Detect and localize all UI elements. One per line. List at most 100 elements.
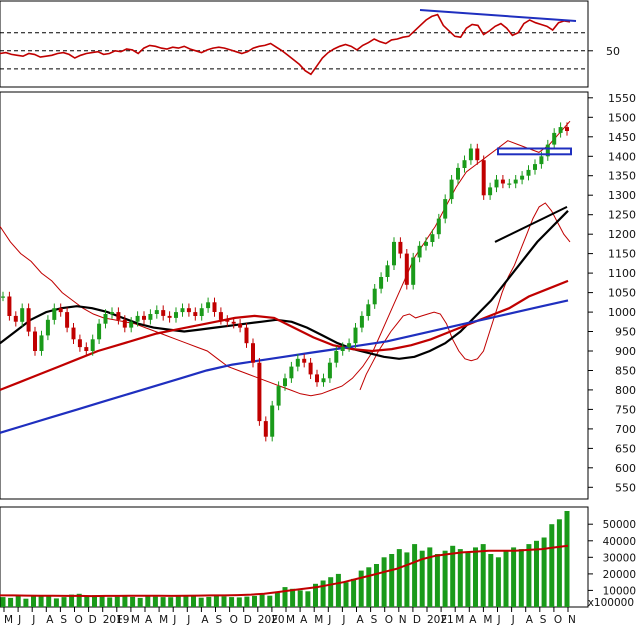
candle-body [244, 327, 249, 344]
candle-body [135, 315, 140, 322]
volume-bar [267, 595, 273, 607]
candle-body [161, 310, 166, 316]
candle-body [507, 183, 512, 185]
candle-body [520, 175, 525, 180]
candle-body [129, 321, 134, 328]
volume-bar [160, 597, 166, 607]
price-tick-label: 700 [615, 423, 636, 436]
x-tick-label: A [300, 614, 308, 626]
volume-bar [389, 554, 395, 607]
volume-bar [297, 590, 303, 607]
candle-body [430, 234, 435, 242]
candle-body [58, 308, 63, 313]
volume-bar [114, 596, 120, 607]
x-tick-label: S [371, 614, 378, 626]
volume-bar [320, 580, 326, 607]
breakout-rectangle [497, 147, 572, 156]
candle-body [526, 169, 531, 176]
x-tick-label: D [244, 614, 252, 626]
volume-bar [404, 552, 410, 607]
price-tick-label: 1050 [608, 287, 636, 300]
x-tick-label: 2020 [258, 614, 285, 626]
x-tick-label: O [230, 614, 238, 626]
volume-bar [450, 545, 456, 607]
candle-body [199, 308, 204, 316]
volume-bar [549, 524, 555, 607]
x-tick-label: J [172, 614, 176, 626]
candle-body [276, 386, 281, 406]
x-tick-label: J [31, 614, 35, 626]
x-tick-label: 2021 [427, 614, 454, 626]
candle-body [456, 167, 460, 180]
price-overlay-line [0, 210, 569, 360]
candle-body [289, 366, 294, 379]
volume-bar [107, 597, 113, 607]
volume-bar [198, 597, 204, 607]
volume-bar [465, 552, 471, 607]
volume-panel: 10000 20000 30000 40000 50000 x100000 [0, 511, 636, 609]
volume-bar [76, 593, 82, 607]
volume-tick-label: 20000 [603, 569, 636, 581]
candle-body [302, 358, 307, 363]
volume-bar [61, 597, 67, 607]
candle-body [174, 312, 178, 318]
candle-body [218, 312, 223, 320]
volume-bar [290, 588, 296, 607]
candle-body [90, 339, 95, 351]
volume-bar [534, 540, 539, 607]
candle-body [411, 257, 416, 285]
candle-body [315, 374, 319, 383]
volume-bar [229, 597, 235, 607]
candle-body [424, 241, 428, 246]
candle-body [334, 351, 339, 363]
candle-body [295, 358, 300, 367]
x-tick-label: M [131, 614, 140, 626]
volume-bar [244, 596, 250, 607]
candle-body [84, 347, 89, 351]
volume-bar [23, 598, 29, 607]
volume-bar [175, 596, 181, 607]
x-tick-label: J [341, 614, 345, 626]
candle-body [533, 164, 537, 170]
volume-bar [556, 519, 562, 607]
candle-body [52, 308, 57, 320]
candle-body [379, 277, 384, 289]
volume-bar [252, 595, 257, 607]
volume-tick-label: 50000 [603, 519, 636, 531]
price-panel-frame [0, 91, 589, 500]
x-tick-label: N [399, 614, 407, 626]
volume-bar [457, 549, 463, 607]
candle-body [13, 315, 18, 322]
x-tick-label: 2019 [103, 614, 130, 626]
candle-body [257, 362, 262, 422]
candle-body [180, 308, 185, 313]
candle-body [552, 132, 557, 145]
price-tick-label: 1550 [608, 92, 636, 105]
candle-body [462, 160, 467, 168]
volume-bar [152, 596, 158, 607]
volume-bar [145, 595, 151, 607]
candle-body [251, 343, 255, 363]
volume-bar [53, 598, 59, 607]
price-tick-label: 1150 [608, 248, 636, 261]
x-tick-label: M [4, 614, 13, 626]
volume-bar [92, 595, 97, 607]
candle-body [340, 347, 345, 351]
price-tick-label: 900 [615, 345, 636, 358]
price-tick-label: 1200 [608, 228, 636, 241]
x-tick-label: F [117, 614, 123, 626]
x-tick-label: N [568, 614, 576, 626]
candle-body [417, 245, 422, 258]
price-overlay-line [359, 202, 571, 391]
price-tick-label: 1400 [608, 150, 636, 163]
price-panel: 550 600 650 700 750 800 850 900 950 1000 1050 1100 1… [0, 92, 636, 494]
volume-bar [358, 570, 364, 607]
volume-bar [328, 577, 334, 607]
volume-multiplier-label: x100000 [588, 597, 634, 609]
volume-bar [84, 595, 90, 607]
x-tick-label: D [413, 614, 421, 626]
price-tick-label: 550 [615, 481, 636, 494]
candle-body [539, 156, 544, 165]
x-tick-label: S [60, 614, 67, 626]
